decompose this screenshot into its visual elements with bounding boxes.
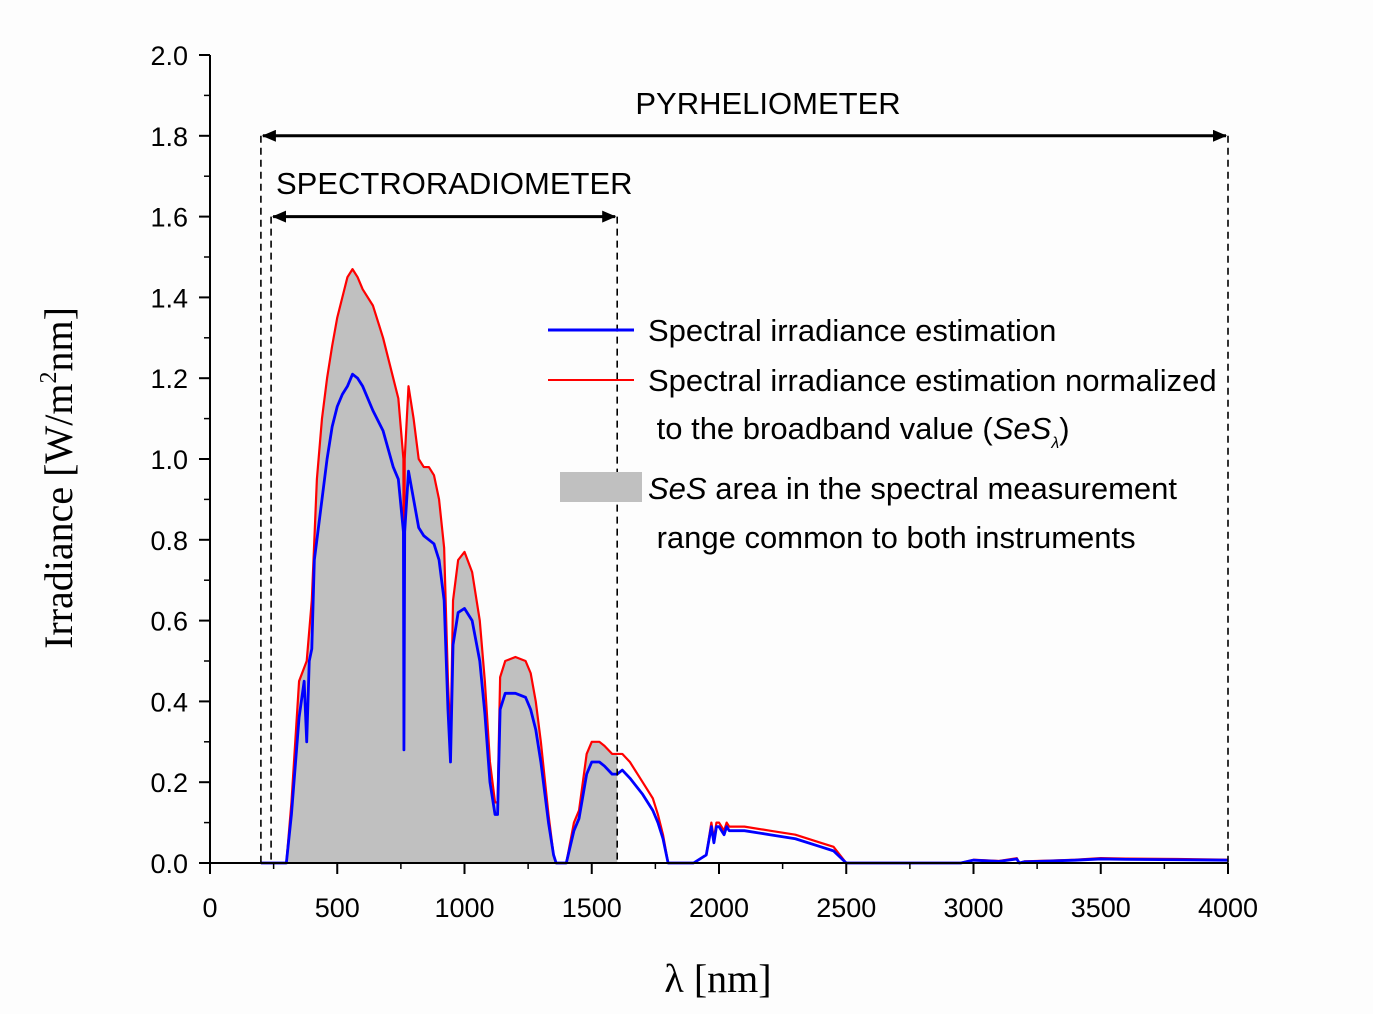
x-tick-label: 1500 (562, 893, 622, 923)
pyrheliometer-label: PYRHELIOMETER (635, 86, 900, 121)
legend-red-suffix: ) (1059, 411, 1069, 446)
ses-area-layer (281, 269, 618, 863)
y-tick-label: 0.4 (150, 687, 188, 717)
legend-red-ses: SeS (993, 411, 1052, 446)
y-tick-label: 0.0 (150, 849, 188, 879)
y-axis-title-sup: 2 (36, 372, 62, 384)
legend-label-red-line1: Spectral irradiance estimation normalize… (648, 363, 1217, 398)
range-guides (260, 129, 1229, 863)
legend-label-blue: Spectral irradiance estimation (648, 313, 1056, 348)
y-tick-label: 1.2 (150, 364, 188, 394)
spectroradiometer-label: SPECTRORADIOMETER (276, 166, 633, 201)
legend-label-red-line2: to the broadband value (SeSλ) (648, 411, 1070, 452)
series-layer (260, 268, 1229, 865)
axes: 0 500 1000 1500 2000 2500 3000 3500 4000 0.0 0.2 0.… (150, 41, 1258, 923)
y-axis-title-prefix: Irradiance [W/m (36, 384, 81, 649)
legend-label-gray-line1: SeS area in the spectral measurement (648, 471, 1177, 506)
x-axis-title: λ [nm] (664, 956, 771, 1001)
legend: Spectral irradiance estimation Spectral … (548, 313, 1217, 555)
x-tick-label: 500 (315, 893, 360, 923)
x-tick-label: 0 (202, 893, 217, 923)
legend-red-subscript: λ (1050, 435, 1059, 452)
ses-shaded-area (281, 269, 618, 863)
legend-gray-rest: area in the spectral measurement (707, 471, 1178, 506)
legend-red-prefix: to the broadband value ( (648, 411, 993, 446)
y-axis-title-suffix: nm] (36, 307, 81, 371)
legend-gray-ses: SeS (648, 471, 707, 506)
y-axis-title: Irradiance [W/m2nm] (36, 307, 81, 649)
y-tick-label: 1.8 (150, 122, 188, 152)
series-line-blue (260, 372, 1229, 865)
y-tick-label: 2.0 (150, 41, 188, 71)
y-tick-label: 1.4 (150, 283, 188, 313)
y-tick-label: 1.0 (150, 445, 188, 475)
x-tick-label: 3000 (943, 893, 1003, 923)
x-tick-label: 2000 (689, 893, 749, 923)
legend-label-gray-line2: range common to both instruments (648, 520, 1136, 555)
x-tick-label: 1000 (434, 893, 494, 923)
x-tick-label: 2500 (816, 893, 876, 923)
y-tick-label: 1.6 (150, 203, 188, 233)
y-tick-label: 0.8 (150, 526, 188, 556)
x-tick-label: 3500 (1071, 893, 1131, 923)
y-tick-label: 0.2 (150, 768, 188, 798)
x-tick-label: 4000 (1198, 893, 1258, 923)
legend-swatch-gray (560, 472, 642, 502)
y-tick-label: 0.6 (150, 607, 188, 637)
series-line-red (260, 268, 1229, 865)
